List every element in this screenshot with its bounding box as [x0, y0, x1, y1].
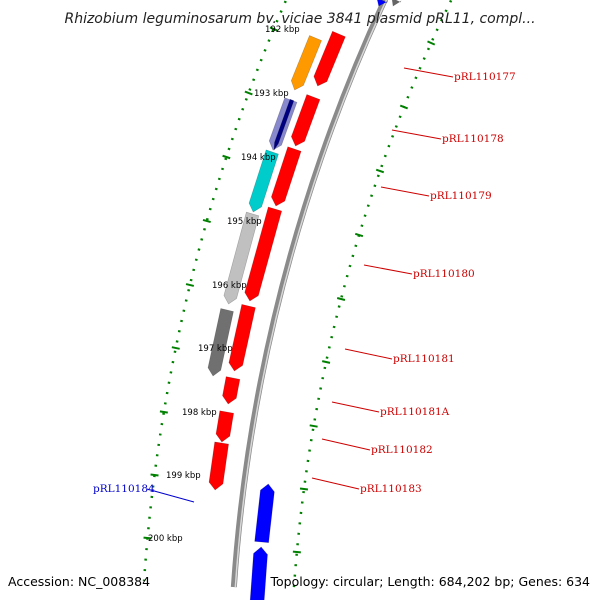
cog-bar-purple-dark: [273, 98, 295, 152]
major-tick: [171, 346, 180, 350]
outer-tick-ring: [292, 0, 453, 592]
major-tick: [150, 473, 159, 477]
major-tick-outer: [336, 297, 346, 301]
leader-line: [380, 186, 430, 197]
major-tick: [269, 26, 278, 32]
major-tick-outer: [354, 232, 364, 238]
forward-gene-arrow: [271, 146, 302, 207]
leader-line: [363, 264, 413, 275]
tick-label: 192 kbp: [265, 25, 300, 35]
leader-line: [321, 438, 371, 451]
cog-bar-cyan: [248, 149, 279, 213]
major-tick-outer: [292, 550, 301, 554]
leader-line: [403, 67, 454, 78]
major-tick-outer: [399, 104, 409, 110]
tick-label: 200 kbp: [148, 534, 183, 544]
leader-line: [391, 129, 442, 140]
major-tick-outer: [375, 168, 385, 174]
partial-gene-arrow: [391, 0, 402, 7]
major-tick: [159, 410, 168, 414]
accession-text: Accession: NC_008384: [8, 574, 150, 589]
gene-label-pRL110181[interactable]: pRL110181: [393, 353, 455, 365]
gene-label-pRL110181A[interactable]: pRL110181A: [380, 406, 450, 418]
cog-bar-orange: [290, 35, 322, 91]
forward-gene-arrow: [313, 30, 346, 87]
axis-ticks: [143, 26, 436, 554]
major-tick: [143, 536, 152, 540]
forward-gene-arrow: [215, 410, 234, 443]
gene-label-pRL110179[interactable]: pRL110179: [430, 190, 492, 202]
major-tick-outer: [321, 360, 331, 364]
major-tick-outer: [309, 424, 318, 428]
leader-line: [331, 401, 380, 413]
reverse-gene-arrow: [377, 0, 389, 7]
backbone-arc: [230, 0, 389, 588]
tick-label: 193 kbp: [254, 89, 289, 99]
gene-label-pRL110183[interactable]: pRL110183: [360, 483, 422, 495]
reverse-gene-arrow: [249, 546, 268, 600]
map-title: Rhizobium leguminosarum bv. viciae 3841 …: [64, 11, 535, 27]
backbone-circle: [230, 0, 389, 588]
inner-tick-ring: [142, 0, 288, 582]
gene-features: [207, 0, 402, 600]
backbone-highlight: [234, 0, 388, 588]
forward-gene-arrow: [222, 376, 241, 405]
major-tick: [244, 90, 253, 96]
tick-label: 197 kbp: [198, 344, 233, 354]
major-tick-outer: [427, 40, 436, 46]
major-tick-outer: [299, 487, 309, 491]
leader-line-blue: [146, 488, 195, 503]
gene-label-pRL110180[interactable]: pRL110180: [413, 268, 475, 280]
topology-summary: Topology: circular; Length: 684,202 bp; …: [270, 574, 591, 589]
reverse-gene-arrow: [254, 483, 275, 544]
tick-label: 199 kbp: [166, 471, 201, 481]
major-tick: [202, 218, 211, 224]
gene-label-pRL110182[interactable]: pRL110182: [371, 444, 433, 456]
forward-gene-arrow: [228, 304, 256, 372]
forward-gene-arrow: [208, 441, 229, 491]
tick-label: 195 kbp: [227, 217, 262, 227]
gene-label-pRL110177[interactable]: pRL110177: [454, 71, 516, 83]
forward-gene-arrow: [291, 94, 321, 147]
leader-line: [311, 477, 360, 490]
gene-labels: pRL110177 pRL110178 pRL110179 pRL110180 …: [93, 71, 516, 495]
major-tick: [222, 154, 231, 160]
label-leaders: [146, 67, 454, 503]
tick-label: 196 kbp: [212, 281, 247, 291]
gene-label-pRL110178[interactable]: pRL110178: [442, 133, 504, 145]
major-tick: [185, 283, 195, 287]
cog-bar-darkgray: [207, 308, 234, 377]
gene-label-pRL110184[interactable]: pRL110184: [93, 483, 155, 495]
tick-label: 198 kbp: [182, 408, 217, 418]
leader-line: [344, 348, 393, 360]
axis-tick-labels: 192 kbp 193 kbp 194 kbp 195 kbp 196 kbp …: [148, 25, 300, 544]
tick-label: 194 kbp: [241, 153, 276, 163]
forward-gene-arrow: [244, 206, 283, 302]
tick-rings: [142, 0, 453, 592]
cog-bar-lightgray: [223, 211, 260, 305]
